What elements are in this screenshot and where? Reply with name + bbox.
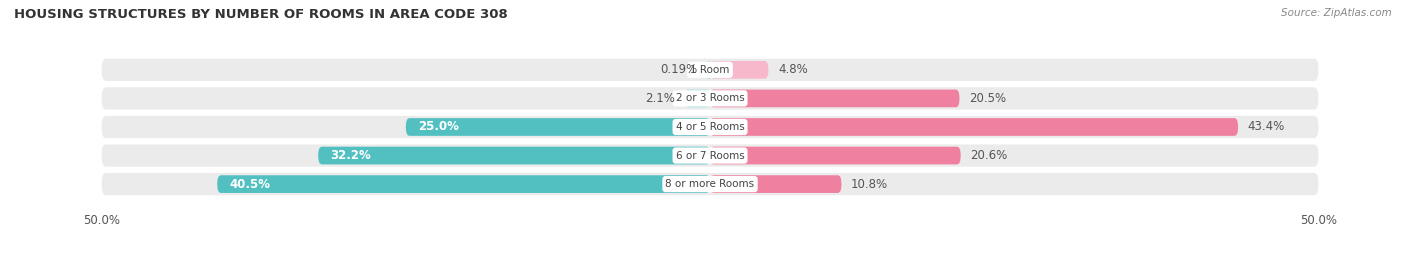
Text: 6 or 7 Rooms: 6 or 7 Rooms [676, 151, 744, 161]
Text: 32.2%: 32.2% [330, 149, 371, 162]
FancyBboxPatch shape [710, 175, 841, 193]
FancyBboxPatch shape [101, 173, 1319, 195]
FancyBboxPatch shape [101, 59, 1319, 81]
Text: 10.8%: 10.8% [851, 178, 889, 191]
FancyBboxPatch shape [101, 116, 1319, 138]
FancyBboxPatch shape [218, 175, 710, 193]
FancyBboxPatch shape [706, 61, 711, 79]
FancyBboxPatch shape [685, 90, 710, 107]
Text: 2.1%: 2.1% [645, 92, 675, 105]
Text: 0.19%: 0.19% [661, 63, 697, 76]
Text: HOUSING STRUCTURES BY NUMBER OF ROOMS IN AREA CODE 308: HOUSING STRUCTURES BY NUMBER OF ROOMS IN… [14, 8, 508, 21]
Text: 40.5%: 40.5% [229, 178, 270, 191]
FancyBboxPatch shape [406, 118, 710, 136]
Text: 43.4%: 43.4% [1249, 121, 1285, 133]
FancyBboxPatch shape [710, 61, 769, 79]
FancyBboxPatch shape [710, 118, 1239, 136]
FancyBboxPatch shape [101, 144, 1319, 167]
FancyBboxPatch shape [318, 147, 710, 164]
Legend: Owner-occupied, Renter-occupied: Owner-occupied, Renter-occupied [579, 266, 841, 269]
Text: 20.6%: 20.6% [970, 149, 1008, 162]
FancyBboxPatch shape [101, 87, 1319, 109]
Text: 4 or 5 Rooms: 4 or 5 Rooms [676, 122, 744, 132]
Text: 20.5%: 20.5% [969, 92, 1007, 105]
FancyBboxPatch shape [710, 147, 960, 164]
Text: Source: ZipAtlas.com: Source: ZipAtlas.com [1281, 8, 1392, 18]
FancyBboxPatch shape [710, 90, 959, 107]
Text: 1 Room: 1 Room [690, 65, 730, 75]
Text: 4.8%: 4.8% [778, 63, 808, 76]
Text: 8 or more Rooms: 8 or more Rooms [665, 179, 755, 189]
Text: 25.0%: 25.0% [418, 121, 458, 133]
Text: 2 or 3 Rooms: 2 or 3 Rooms [676, 93, 744, 103]
